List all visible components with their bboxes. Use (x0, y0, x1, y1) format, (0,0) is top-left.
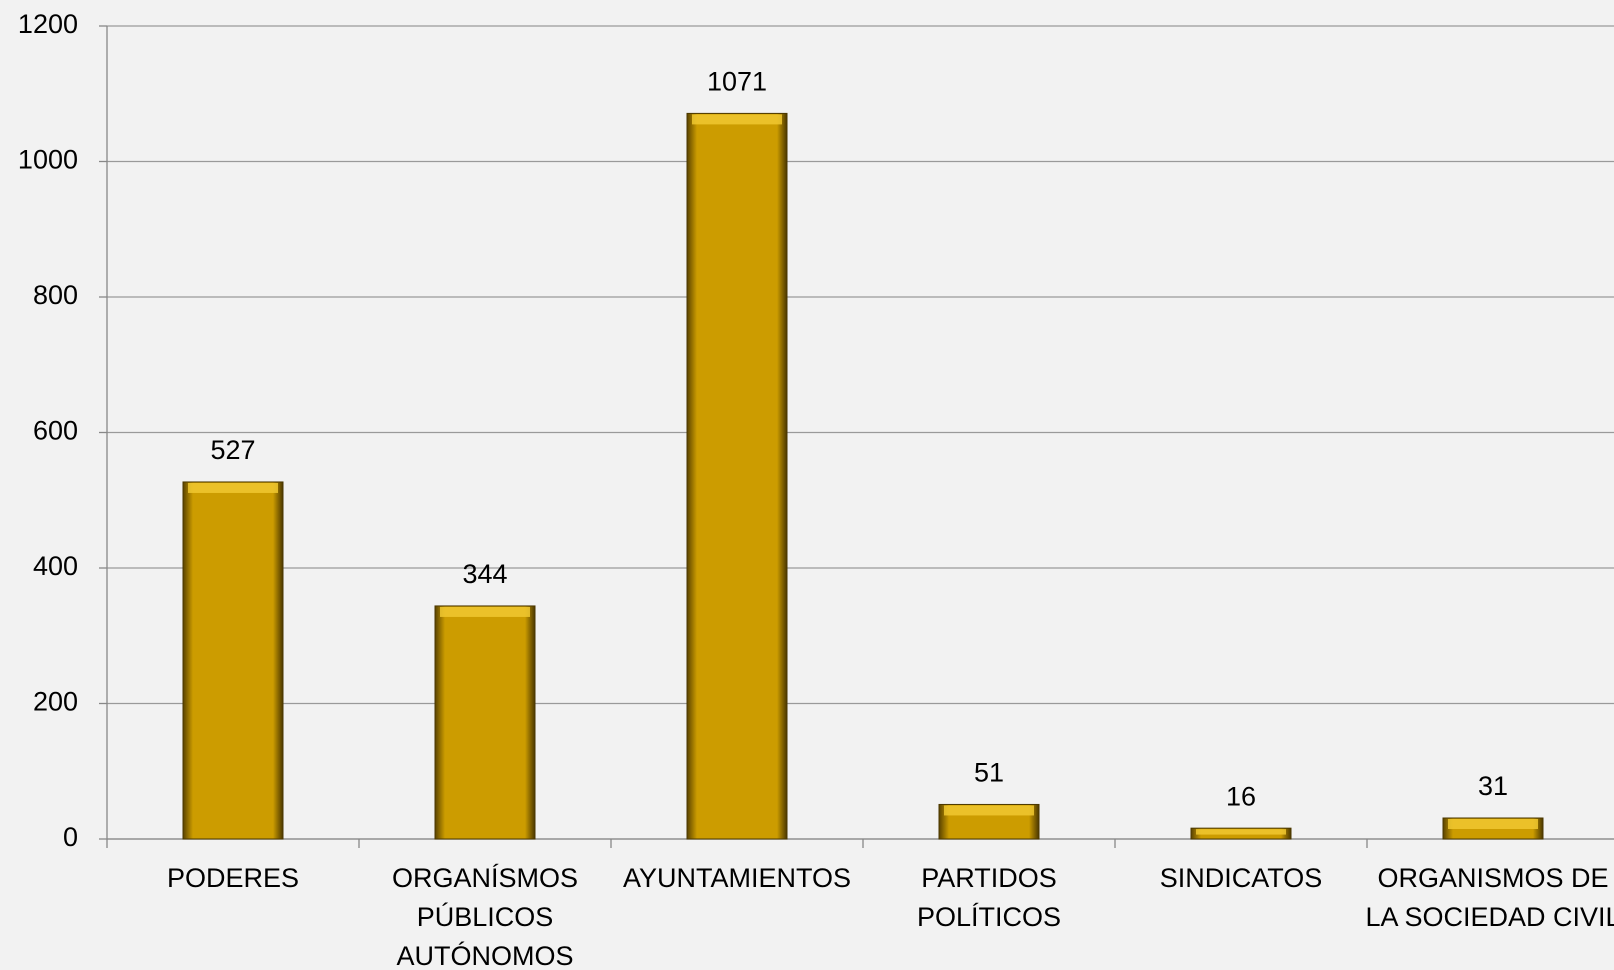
y-tick-label: 1200 (18, 9, 78, 39)
x-tick-label: PARTIDOS POLÍTICOS (917, 863, 1061, 932)
bar-bevel (440, 606, 530, 617)
x-tick-label: SINDICATOS (1160, 863, 1323, 893)
y-tick-label: 800 (33, 280, 78, 310)
x-tick-label: ORGANISMOS DE LA SOCIEDAD CIVIL (1365, 863, 1614, 932)
bar (182, 481, 284, 840)
x-tick-label: ORGANÍSMOS PÚBLICOS AUTÓNOMOS (392, 863, 578, 970)
data-label: 1071 (707, 67, 767, 97)
y-tick-label: 1000 (18, 145, 78, 175)
data-label: 16 (1226, 781, 1256, 811)
data-label: 31 (1478, 771, 1508, 801)
y-tick-label: 0 (63, 822, 78, 852)
x-tick-label: PODERES (167, 863, 299, 893)
bar-bevel (1196, 829, 1286, 835)
x-tick-label: AYUNTAMIENTOS (623, 863, 851, 893)
bar (686, 112, 788, 840)
bar-bevel (1448, 818, 1538, 829)
data-label: 51 (974, 758, 1004, 788)
y-tick-label: 600 (33, 416, 78, 446)
bar-bevel (188, 482, 278, 493)
data-label: 344 (462, 559, 507, 589)
bar-bevel (944, 805, 1034, 816)
data-label: 527 (210, 435, 255, 465)
y-tick-label: 200 (33, 687, 78, 717)
bar-bevel (692, 114, 782, 125)
bar (434, 605, 536, 840)
y-tick-label: 400 (33, 551, 78, 581)
